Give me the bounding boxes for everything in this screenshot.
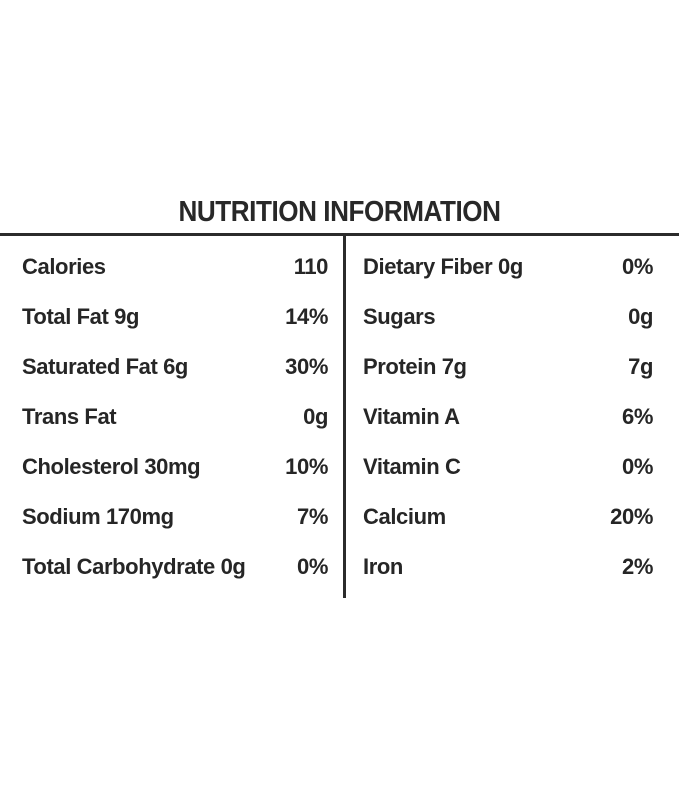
row-calories: Calories 110 (0, 242, 343, 292)
nutrient-label: Total Fat 9g (22, 304, 140, 329)
nutrient-label: Protein 7g (363, 354, 467, 379)
nutrient-label: Dietary Fiber 0g (363, 254, 523, 279)
nutrient-value: 0g (303, 404, 328, 429)
nutrient-label: Cholesterol 30mg (22, 454, 201, 479)
nutrient-label: Total Carbohydrate 0g (22, 554, 246, 579)
nutrient-value: 2% (622, 554, 653, 579)
nutrient-label: Saturated Fat 6g (22, 354, 188, 379)
table-column-left: Calories 110 Total Fat 9g 14% Saturated … (0, 236, 343, 598)
nutrient-value: 110 (293, 254, 329, 279)
nutrient-value: 10% (285, 454, 328, 479)
table-column-right: Dietary Fiber 0g 0% Sugars 0g Protein 7g… (343, 236, 683, 598)
nutrient-label: Vitamin C (363, 454, 461, 479)
nutrient-value: 14% (285, 304, 328, 329)
row-total-fat: Total Fat 9g 14% (0, 292, 343, 342)
top-divider-line (0, 233, 679, 236)
nutrient-value: 0g (628, 304, 653, 329)
nutrient-value: 7g (628, 354, 653, 379)
row-saturated-fat: Saturated Fat 6g 30% (0, 342, 343, 392)
nutrient-value: 0% (622, 254, 653, 279)
nutrient-value: 20% (610, 504, 653, 529)
nutrition-table: Calories 110 Total Fat 9g 14% Saturated … (0, 236, 683, 598)
nutrient-value: 6% (622, 404, 653, 429)
row-iron: Iron 2% (346, 542, 683, 592)
nutrient-label: Sodium 170mg (22, 504, 174, 529)
nutrient-label: Calcium (363, 504, 446, 529)
row-vitamin-c: Vitamin C 0% (346, 442, 683, 492)
nutrient-label: Trans Fat (22, 404, 117, 429)
row-sodium: Sodium 170mg 7% (0, 492, 343, 542)
nutrient-value: 0% (622, 454, 653, 479)
nutrient-value: 30% (285, 354, 328, 379)
row-cholesterol: Cholesterol 30mg 10% (0, 442, 343, 492)
nutrient-value: 0% (297, 554, 328, 579)
nutrient-value: 7% (297, 504, 328, 529)
row-sugars: Sugars 0g (346, 292, 683, 342)
nutrient-label: Calories (22, 254, 106, 279)
row-calcium: Calcium 20% (346, 492, 683, 542)
page-title: NUTRITION INFORMATION (178, 196, 501, 228)
row-total-carbohydrate: Total Carbohydrate 0g 0% (0, 542, 343, 592)
nutrient-label: Sugars (363, 304, 436, 329)
row-dietary-fiber: Dietary Fiber 0g 0% (346, 242, 683, 292)
nutrient-label: Vitamin A (363, 404, 460, 429)
row-trans-fat: Trans Fat 0g (0, 392, 343, 442)
row-protein: Protein 7g 7g (346, 342, 683, 392)
nutrient-label: Iron (363, 554, 403, 579)
row-vitamin-a: Vitamin A 6% (346, 392, 683, 442)
